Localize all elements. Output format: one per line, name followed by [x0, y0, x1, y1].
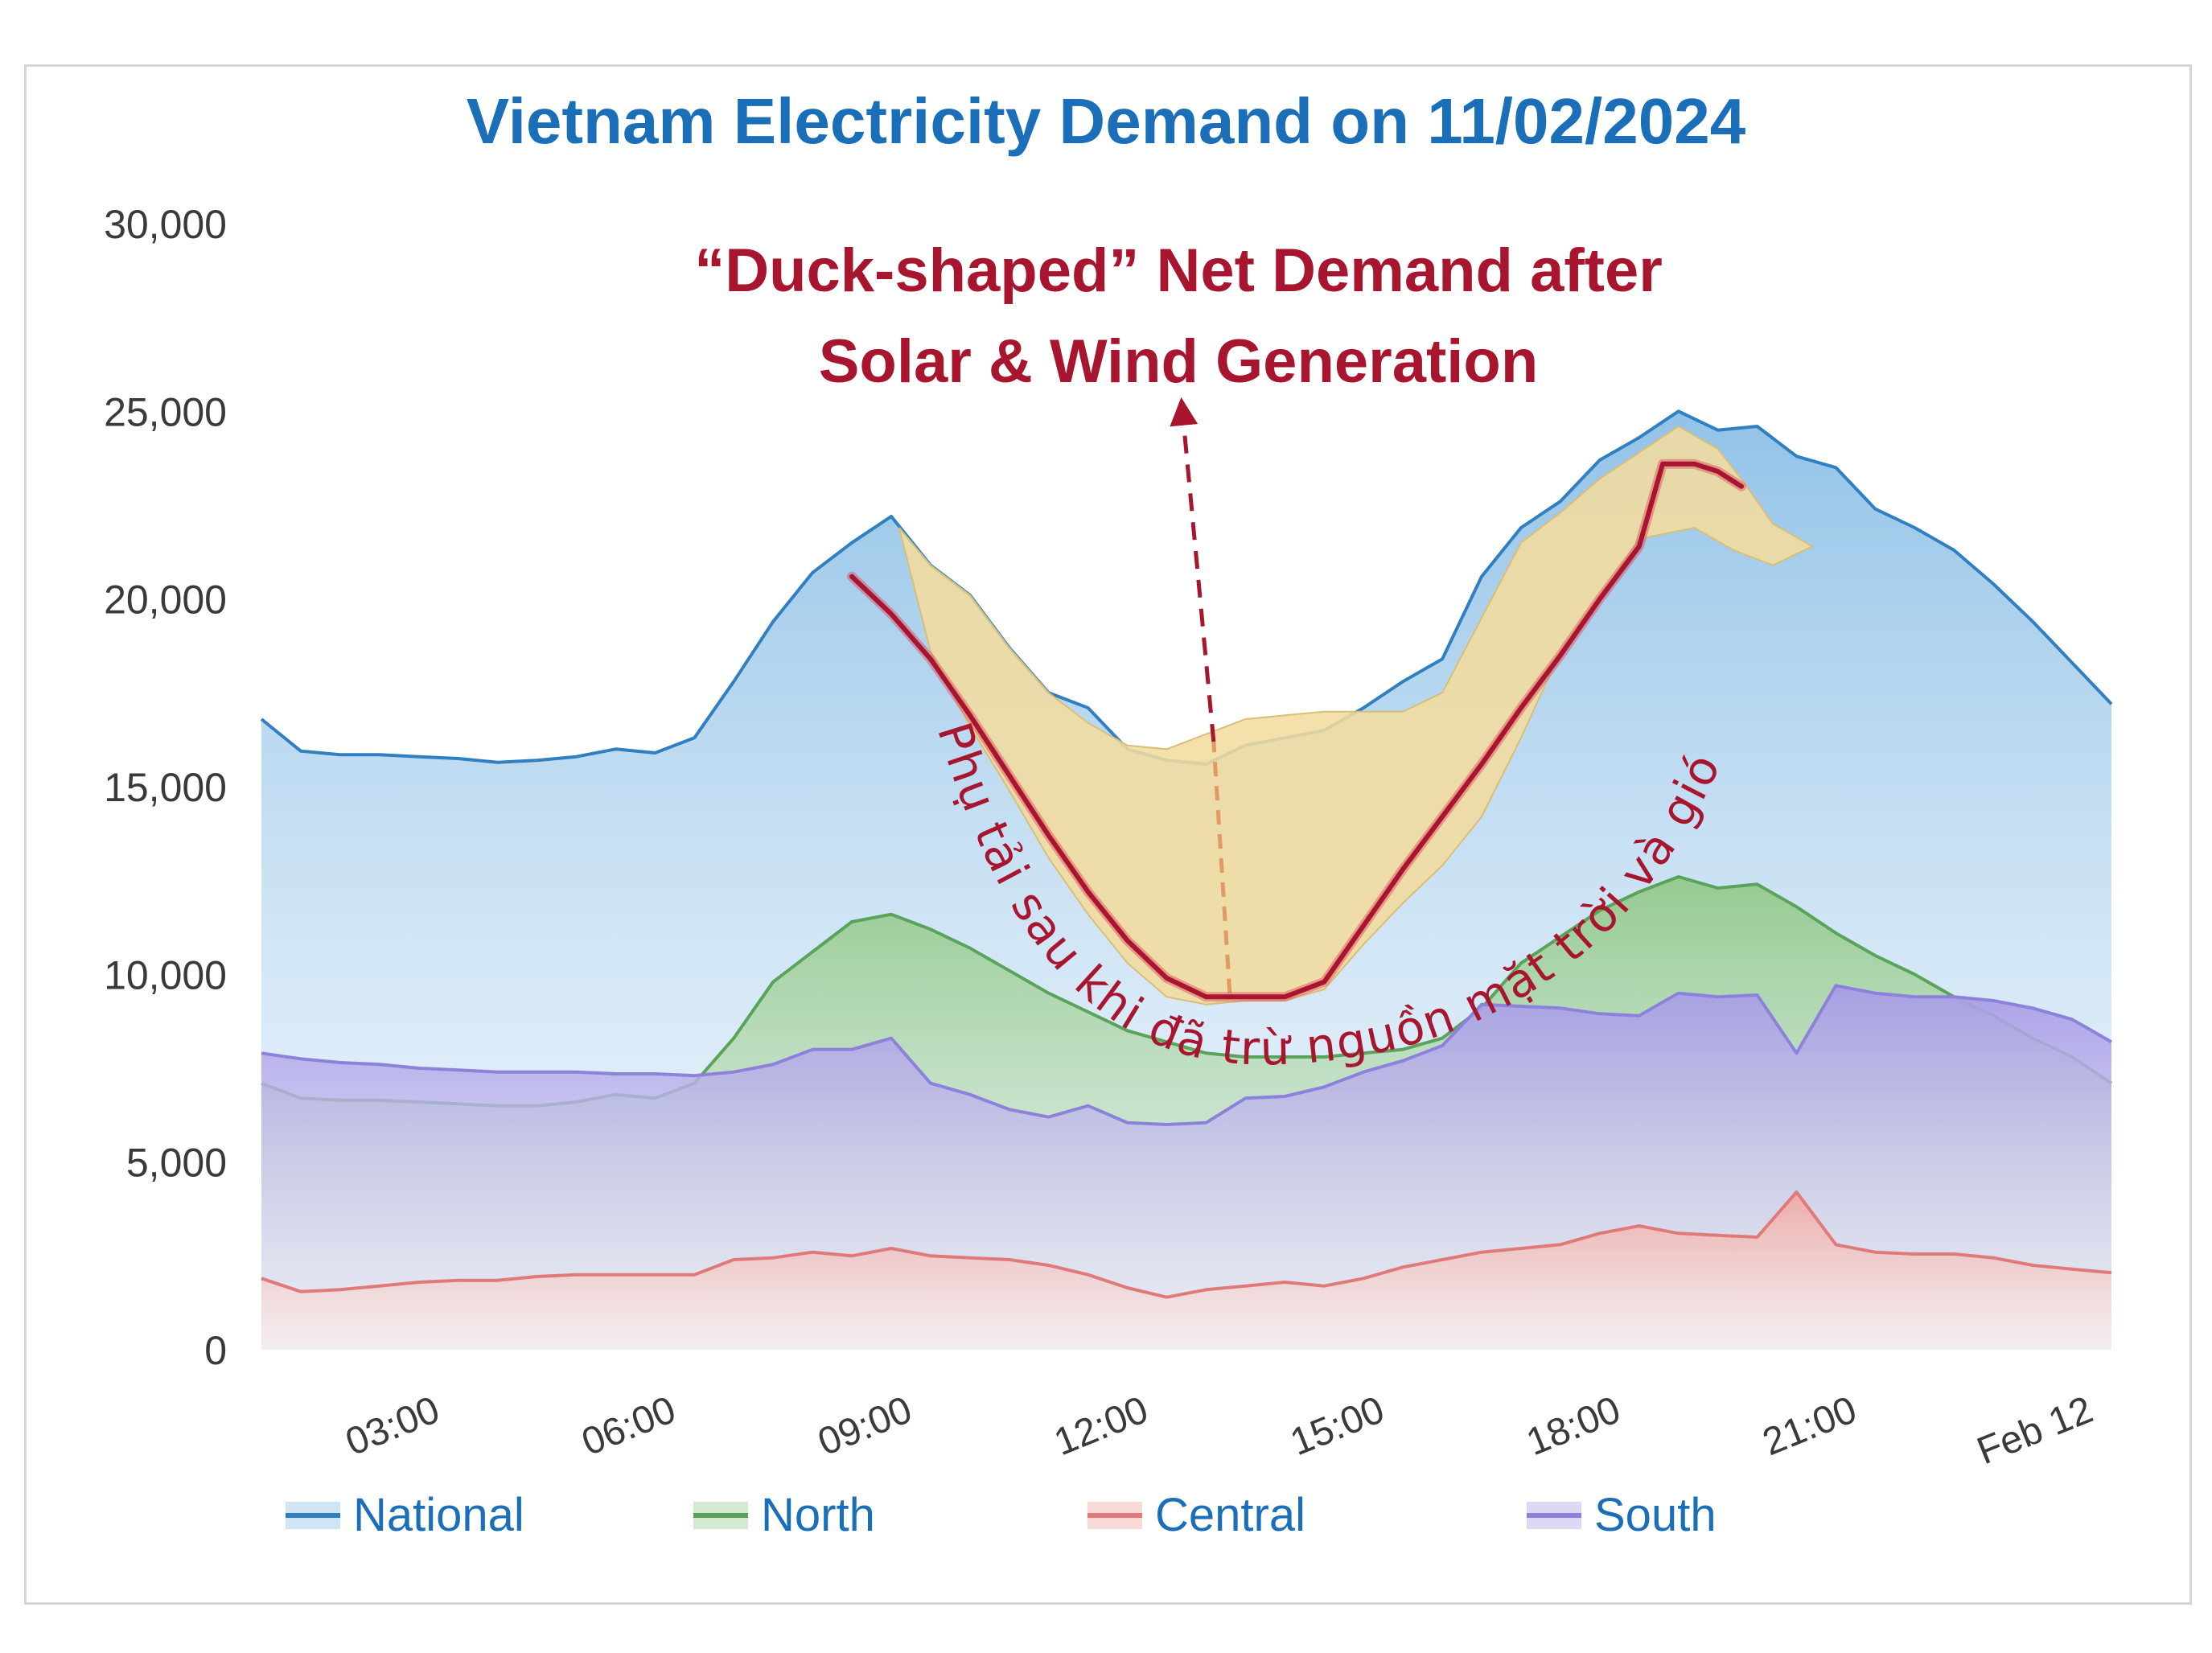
x-tick-label: 12:00 [1048, 1388, 1153, 1464]
y-tick-label: 25,000 [104, 389, 227, 434]
x-tick-label: 03:00 [340, 1388, 446, 1464]
legend-label-national: National [353, 1489, 524, 1541]
x-tick-label: Feb 12 [1971, 1388, 2099, 1473]
x-tick-label: 06:00 [576, 1388, 681, 1464]
legend-item-south[interactable]: South [1527, 1488, 1717, 1542]
y-tick-label: 0 [204, 1328, 227, 1373]
x-tick-label: 15:00 [1285, 1388, 1390, 1464]
annotation-heading-line2: Solar & Wind Generation [819, 327, 1539, 396]
series-area-central [261, 1192, 2111, 1350]
legend: National North Central South [0, 1488, 2212, 1552]
arrow-to-heading [1170, 397, 1216, 742]
chart-title: Vietnam Electricity Demand on 11/02/2024 [466, 85, 1746, 157]
annotation-heading-line1: “Duck-shaped” Net Demand after [694, 236, 1663, 305]
legend-swatch-central [1087, 1501, 1142, 1529]
series-line-south [261, 984, 2112, 1126]
net-demand-line [849, 461, 1744, 1000]
legend-swatch-national [286, 1501, 340, 1529]
duck-belly-area [898, 425, 1815, 1005]
x-tick-label: 09:00 [812, 1388, 918, 1464]
x-tick-label: 21:00 [1757, 1388, 1862, 1464]
legend-swatch-south [1527, 1501, 1581, 1529]
legend-label-central: Central [1155, 1489, 1305, 1541]
legend-item-central[interactable]: Central [1087, 1488, 1305, 1542]
legend-item-national[interactable]: National [286, 1488, 524, 1542]
series-line-central [261, 1190, 2112, 1299]
y-tick-label: 5,000 [126, 1141, 227, 1186]
arrow-lower-dash [1211, 741, 1232, 993]
legend-label-south: South [1594, 1489, 1717, 1541]
legend-label-north: North [761, 1489, 875, 1541]
y-tick-label: 15,000 [104, 765, 227, 810]
y-tick-label: 10,000 [104, 952, 227, 997]
y-tick-label: 30,000 [104, 202, 227, 247]
legend-swatch-north [693, 1501, 748, 1529]
y-tick-label: 20,000 [104, 578, 227, 623]
x-tick-label: 18:00 [1521, 1388, 1626, 1464]
legend-item-north[interactable]: North [693, 1488, 875, 1542]
